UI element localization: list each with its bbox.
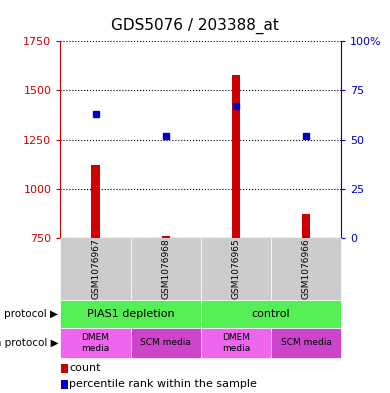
Text: GSM1076966: GSM1076966 — [301, 239, 311, 299]
Text: PIAS1 depletion: PIAS1 depletion — [87, 309, 174, 319]
Text: DMEM
media: DMEM media — [82, 333, 110, 353]
Text: SCM media: SCM media — [140, 338, 191, 347]
Text: GSM1076968: GSM1076968 — [161, 239, 170, 299]
Text: SCM media: SCM media — [281, 338, 332, 347]
Bar — [232, 75, 240, 238]
Text: GSM1076967: GSM1076967 — [91, 239, 100, 299]
Bar — [161, 236, 170, 238]
Text: DMEM
media: DMEM media — [222, 333, 250, 353]
Bar — [91, 165, 100, 238]
Text: GSM1076965: GSM1076965 — [231, 239, 241, 299]
Text: control: control — [252, 309, 291, 319]
Text: GDS5076 / 203388_at: GDS5076 / 203388_at — [111, 18, 279, 34]
Text: count: count — [69, 363, 101, 373]
Bar — [302, 214, 310, 238]
Text: growth protocol ▶: growth protocol ▶ — [0, 338, 58, 348]
Text: protocol ▶: protocol ▶ — [5, 309, 58, 319]
Text: percentile rank within the sample: percentile rank within the sample — [69, 379, 257, 389]
